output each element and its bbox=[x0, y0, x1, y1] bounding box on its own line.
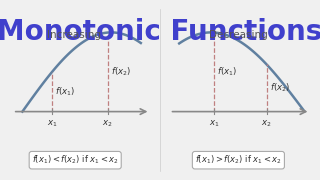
Text: Decreasing: Decreasing bbox=[209, 30, 268, 40]
Text: $f(x_1) > f(x_2)$ if $x_1 < x_2$: $f(x_1) > f(x_2)$ if $x_1 < x_2$ bbox=[195, 154, 282, 167]
Text: Monotonic Functions: Monotonic Functions bbox=[0, 18, 320, 46]
Text: $x_2$: $x_2$ bbox=[102, 119, 113, 129]
Text: $x_2$: $x_2$ bbox=[261, 119, 272, 129]
Text: $f(x_1) < f(x_2)$ if $x_1 < x_2$: $f(x_1) < f(x_2)$ if $x_1 < x_2$ bbox=[32, 154, 119, 167]
Text: $f(x_1)$: $f(x_1)$ bbox=[55, 86, 75, 98]
Text: $f(x_1)$: $f(x_1)$ bbox=[217, 66, 237, 78]
Text: $f(x_2)$: $f(x_2)$ bbox=[270, 82, 290, 94]
Text: $x_1$: $x_1$ bbox=[209, 119, 220, 129]
Text: Increasing: Increasing bbox=[47, 30, 100, 40]
Text: $f(x_2)$: $f(x_2)$ bbox=[111, 66, 131, 78]
Text: $x_1$: $x_1$ bbox=[47, 119, 57, 129]
